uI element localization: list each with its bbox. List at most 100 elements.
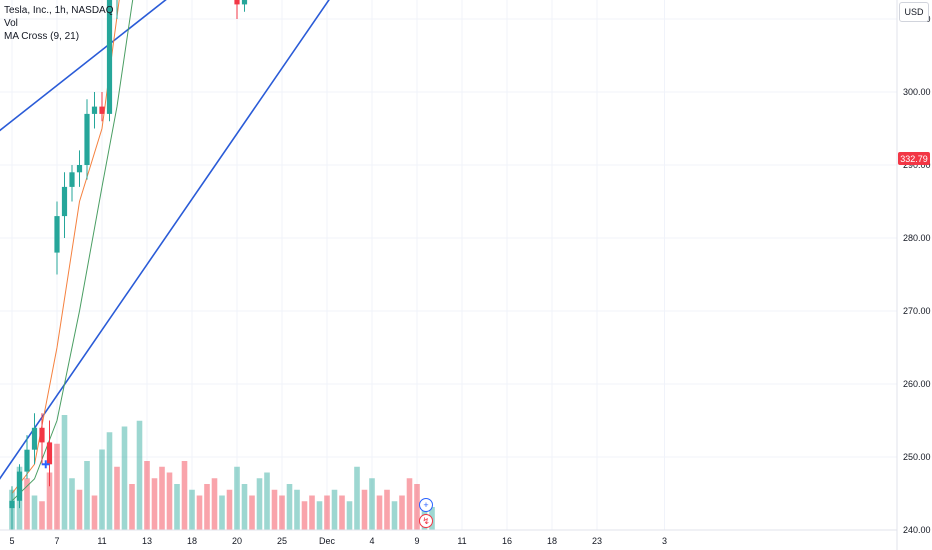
volume-bar — [69, 478, 75, 530]
volume-bar — [324, 495, 330, 530]
candle-body — [24, 449, 30, 472]
time-tick-label: 18 — [187, 536, 197, 546]
price-tick-label: 260.00 — [903, 379, 931, 389]
candle-body — [31, 427, 38, 450]
volume-bar — [309, 495, 315, 530]
volume-bar — [196, 495, 203, 530]
candle-body — [61, 186, 68, 217]
volume-bar — [151, 478, 158, 530]
volume-bars — [9, 415, 435, 530]
time-tick-label: 5 — [9, 536, 14, 546]
candle-body — [39, 427, 45, 443]
volume-bar — [54, 443, 60, 530]
candlesticks — [9, 0, 248, 530]
volume-bar — [211, 478, 218, 530]
volume-bar — [189, 489, 195, 530]
trendlines[interactable] — [0, 0, 642, 515]
volume-bar — [376, 495, 383, 530]
volume-bar — [286, 484, 293, 530]
ma-fast-line — [11, 0, 120, 494]
volume-bar — [414, 484, 420, 530]
symbol-title[interactable]: Tesla, Inc., 1h, NASDAQ — [4, 5, 114, 16]
volume-bar — [271, 489, 278, 530]
volume-bar — [106, 432, 113, 530]
candle-body — [16, 471, 23, 501]
candle-body — [54, 216, 60, 253]
time-tick-label: 11 — [457, 536, 466, 546]
price-tick-label: 300.00 — [903, 87, 931, 97]
volume-bar — [264, 472, 270, 530]
time-tick-label: Dec — [319, 536, 336, 546]
indicator-label[interactable]: MA Cross (9, 21) — [4, 31, 80, 42]
volume-bar — [24, 478, 30, 530]
volume-bar — [174, 484, 180, 530]
currency-button[interactable]: USD — [899, 2, 929, 22]
volume-bar — [76, 489, 83, 530]
volume-bar — [406, 478, 413, 530]
volume-bar — [84, 461, 90, 530]
volume-bar — [61, 415, 68, 530]
volume-bar — [91, 495, 98, 530]
volume-bar — [39, 501, 45, 530]
candle-body — [106, 0, 113, 114]
volume-bar — [31, 495, 38, 530]
volume-bar — [316, 501, 323, 530]
time-tick-label: 18 — [547, 536, 557, 546]
last-price-tag: 332.79 — [898, 152, 930, 165]
cross-markers — [41, 460, 50, 469]
volume-bar — [136, 420, 143, 530]
volume-bar — [46, 472, 53, 530]
ma-slow-line — [11, 0, 134, 502]
volume-bar — [369, 478, 375, 530]
volume-bar — [241, 484, 248, 530]
volume-bar — [294, 489, 300, 530]
volume-bar — [354, 466, 360, 530]
volume-bar — [204, 484, 210, 530]
volume-label[interactable]: Vol — [4, 18, 18, 29]
volume-bar — [181, 461, 188, 530]
price-tick-label: 250.00 — [903, 452, 931, 462]
candle-body — [69, 172, 75, 187]
trendline — [0, 0, 167, 132]
volume-bar — [331, 489, 338, 530]
time-tick-label: 9 — [414, 536, 419, 546]
price-tick-label: 280.00 — [903, 233, 931, 243]
volume-bar — [391, 501, 398, 530]
volume-bar — [301, 501, 308, 530]
volume-bar — [166, 472, 173, 530]
volume-bar — [99, 449, 105, 530]
price-tick-label: 290.00 — [903, 160, 931, 170]
volume-bar — [256, 478, 263, 530]
volume-bar — [279, 495, 285, 530]
volume-bar — [361, 489, 368, 530]
price-tick-label: 240.00 — [903, 525, 931, 535]
volume-bar — [339, 495, 345, 530]
time-axis[interactable]: 5 7 11 13 18 20 25 Dec 4 9 11 16 18 23 3 — [9, 536, 667, 546]
volume-bar — [226, 489, 233, 530]
candle-body — [84, 113, 90, 165]
price-axis[interactable]: 370.00360.00350.00340.00330.00320.00310.… — [903, 0, 931, 535]
time-tick-label: 25 — [277, 536, 287, 546]
time-tick-label: 16 — [502, 536, 512, 546]
time-tick-label: 11 — [97, 536, 106, 546]
lightning-icon[interactable]: ↯ — [419, 514, 433, 528]
time-tick-label: 23 — [592, 536, 602, 546]
volume-bar — [121, 426, 128, 530]
candle-body — [99, 106, 105, 114]
volume-bar — [159, 466, 165, 530]
volume-bar — [114, 466, 120, 530]
volume-bar — [346, 501, 353, 530]
trendline — [0, 0, 330, 480]
volume-bar — [234, 466, 240, 530]
chart-grid — [0, 0, 897, 531]
time-tick-label: 7 — [54, 536, 59, 546]
moving-averages — [11, 0, 134, 502]
time-tick-label: 20 — [232, 536, 242, 546]
price-tick-label: 270.00 — [903, 306, 931, 316]
candle-body — [76, 165, 83, 173]
add-alert-icon[interactable]: + — [419, 498, 433, 512]
volume-bar — [249, 495, 255, 530]
chart-legend: Tesla, Inc., 1h, NASDAQ Vol MA Cross (9,… — [4, 4, 114, 43]
volume-bar — [399, 495, 405, 530]
